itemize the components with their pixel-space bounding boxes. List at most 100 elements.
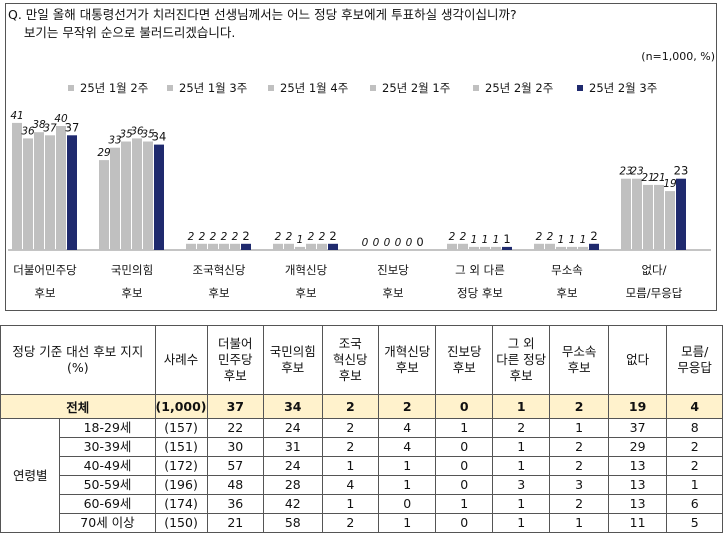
data-label: 36 xyxy=(130,125,144,137)
chart-frame xyxy=(5,3,717,311)
bar xyxy=(154,144,164,250)
bar xyxy=(121,141,131,250)
category-label: 모름/무응답 xyxy=(626,286,683,300)
table-cell: 0 xyxy=(435,513,493,533)
table-row: 연령별 18-29세 (157) 22 24 2 4 1 2 1 37 8 xyxy=(0,418,723,533)
table-cell: 2 xyxy=(549,437,609,457)
data-label: 37 xyxy=(43,122,57,134)
bar xyxy=(219,243,229,250)
data-label: 36 xyxy=(21,125,35,137)
table-cell: 24 xyxy=(263,418,323,438)
table-cell: 37 xyxy=(607,418,668,438)
data-label: 35 xyxy=(141,129,155,141)
table-cell: 2 xyxy=(666,456,723,476)
bar xyxy=(589,243,599,250)
table-cell: 30 xyxy=(206,437,265,457)
bar xyxy=(143,141,153,250)
table-cell: 50-59세 xyxy=(59,475,156,495)
data-label: 2 xyxy=(590,229,597,243)
table-row: 60-69세 (174) 36 42 1 0 1 1 2 13 6 xyxy=(1,494,723,514)
bar xyxy=(45,135,55,250)
table-cell: 36 xyxy=(206,494,265,514)
bar xyxy=(56,126,66,250)
category-label: 무소속 xyxy=(551,263,583,277)
table-row: 70세 이상 (150) 21 58 2 1 0 1 1 11 5 xyxy=(1,513,723,533)
table-header-cell: 모름/무응답 xyxy=(666,325,723,395)
category-label: 국민의힘 xyxy=(111,263,153,277)
legend-label: 25년 2월 3주 xyxy=(589,81,657,95)
table-body: 전체 (1,000) 37 34 2 2 0 1 2 19 4 연령별 18-29세 (157) 22 24 2… xyxy=(0,394,723,533)
table-cell: 58 xyxy=(263,513,323,533)
table-cell: 13 xyxy=(607,475,668,495)
data-label: 29 xyxy=(97,147,111,159)
legend-swatch xyxy=(68,85,74,91)
data-label: 21 xyxy=(652,172,665,184)
bar xyxy=(578,246,588,250)
table-cell: (174) xyxy=(154,494,208,514)
table-header-cell: 개혁신당 후보 xyxy=(378,325,437,395)
table-cell: 2 xyxy=(549,456,609,476)
data-label: 21 xyxy=(641,172,654,184)
data-label: 2 xyxy=(286,231,293,243)
table-cell: 37 xyxy=(206,394,265,419)
table-cell: 2 xyxy=(321,418,380,438)
table-cell: 4 xyxy=(666,394,723,419)
data-label: 2 xyxy=(319,231,326,243)
bar xyxy=(110,147,120,250)
table-cell: 3 xyxy=(549,475,609,495)
bar xyxy=(295,246,305,250)
data-label: 2 xyxy=(242,229,249,243)
table-cell: 1 xyxy=(491,456,551,476)
bar xyxy=(284,243,294,250)
table-cell: 48 xyxy=(206,475,265,495)
bar xyxy=(447,243,457,250)
table-row: 40-49세 (172) 57 24 1 1 0 1 2 13 2 xyxy=(1,456,723,476)
table-cell: 4 xyxy=(321,475,380,495)
table-header-cell: 사례수 xyxy=(154,325,208,395)
category-label: 후보 xyxy=(556,286,577,300)
table-cell: 13 xyxy=(607,456,668,476)
bar xyxy=(643,184,653,250)
bar xyxy=(480,246,490,250)
bar xyxy=(132,138,142,250)
table-cell: 40-49세 xyxy=(59,456,156,476)
bar xyxy=(458,243,468,250)
bar-chart: 25년 1월 2주 25년 1월 3주 25년 1월 4주 25년 2월 1주 25년 … xyxy=(8,81,711,300)
legend-swatch xyxy=(577,85,583,91)
bar xyxy=(208,243,218,250)
question-line-1: Q. 만일 올해 대통령선거가 치러진다면 선생님께서는 어느 정당 후보에게 … xyxy=(8,7,517,22)
data-label: 2 xyxy=(460,231,467,243)
table-cell: 13 xyxy=(607,494,668,514)
table-cell: 18-29세 xyxy=(59,418,156,438)
table-cell: 2 xyxy=(321,394,380,419)
data-label: 2 xyxy=(232,231,239,243)
table-cell: 1 xyxy=(491,394,551,419)
category-label: 그 외 다른 xyxy=(455,263,505,277)
data-label: 38 xyxy=(32,119,46,131)
bar xyxy=(469,246,479,250)
table-cell: 1 xyxy=(321,456,380,476)
category-label: 후보 xyxy=(121,286,142,300)
table-cell: 57 xyxy=(206,456,265,476)
group-label: 연령별 xyxy=(0,418,61,533)
data-label: 2 xyxy=(221,231,228,243)
data-label: 2 xyxy=(536,231,543,243)
data-label: 0 xyxy=(384,237,391,249)
data-label: 0 xyxy=(416,235,423,249)
data-label: 1 xyxy=(503,232,510,246)
table-cell: 22 xyxy=(206,418,265,438)
bar xyxy=(654,184,664,250)
legend-swatch xyxy=(370,85,376,91)
table-header-cell: 무소속 후보 xyxy=(549,325,609,395)
bar xyxy=(23,138,33,250)
bar xyxy=(632,178,642,250)
data-label: 2 xyxy=(188,231,195,243)
table-header-cell: 조국 혁신당 후보 xyxy=(321,325,380,395)
table-cell: 2 xyxy=(378,394,437,419)
legend-label: 25년 2월 1주 xyxy=(382,81,450,95)
table-cell: 19 xyxy=(607,394,668,419)
table-cell: 1 xyxy=(435,494,493,514)
question-line-2: 보기는 무작위 순으로 불러드리겠습니다. xyxy=(8,25,236,40)
crosstab-table: 정당 기준 대선 후보 지지 (%) 사례수 더불어 민주당 후보 국민의힘 후보 조국 혁신당 후… xyxy=(0,325,723,533)
table-row: 50-59세 (196) 48 28 4 1 0 3 3 13 1 xyxy=(1,475,723,495)
